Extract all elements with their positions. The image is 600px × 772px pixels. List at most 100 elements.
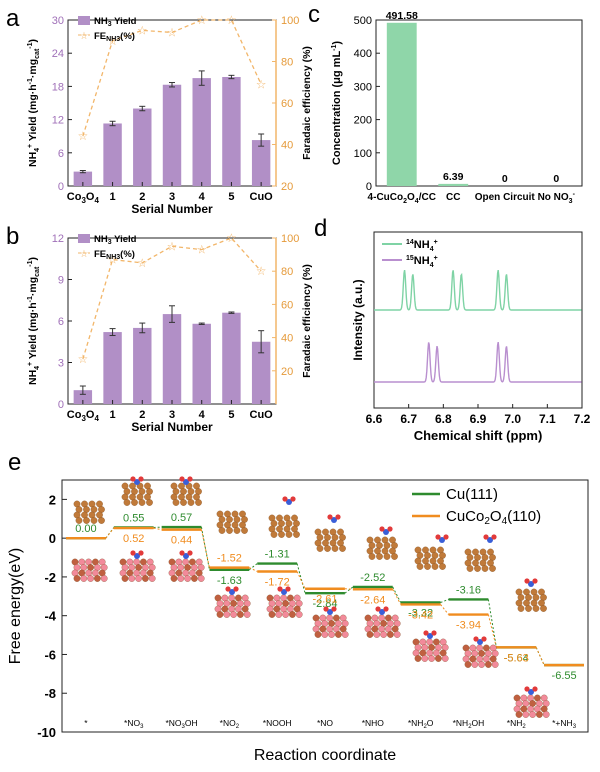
fe-point: ☆ — [256, 264, 267, 278]
o-atom — [524, 686, 530, 692]
y2-tick-label: 20 — [281, 181, 293, 193]
y2-tick-label: 60 — [281, 98, 293, 110]
atom — [485, 661, 492, 668]
atom — [241, 527, 248, 534]
panel-e: 2 0 -2 -4 -6 -8 -10 Free energy(eV) Reaction coo… — [7, 476, 589, 764]
energy-value-label: 0.44 — [171, 535, 192, 547]
atom — [218, 527, 226, 534]
energy-value-label: 0.57 — [171, 512, 192, 524]
x-tick-label: 2 — [139, 409, 145, 421]
fe-point: ☆ — [196, 243, 207, 257]
y-axis-label: Free energy(eV) — [7, 548, 24, 665]
bar — [438, 183, 469, 186]
atom — [243, 611, 251, 618]
x-tick-label: *NO2 — [220, 718, 240, 730]
atom — [73, 575, 81, 582]
bar — [73, 171, 93, 186]
fe-point: ☆ — [167, 239, 178, 253]
atom — [128, 575, 136, 582]
o-atom — [130, 550, 136, 556]
o-atom — [331, 606, 337, 612]
legend-star: ☆ — [80, 31, 89, 42]
o-atom — [187, 550, 193, 556]
fe-point: ☆ — [77, 352, 88, 366]
n-atom — [281, 589, 287, 595]
legend-swatch-bar — [78, 16, 90, 25]
bar-value-label: 491.58 — [386, 10, 418, 22]
n-atom — [134, 479, 140, 485]
y-tick-label: -2 — [44, 570, 56, 585]
o-atom — [179, 476, 185, 482]
atom — [339, 545, 346, 552]
atom — [94, 575, 101, 582]
atom — [515, 711, 523, 718]
atom — [170, 575, 178, 582]
cuco2o4-slab-illustration — [364, 614, 401, 638]
cuco2o4-slab-illustration — [266, 594, 303, 618]
energy-value-label: 0.52 — [123, 533, 144, 545]
n-atom — [229, 589, 235, 595]
atom — [289, 611, 296, 618]
x-tick-label: 4 — [199, 409, 206, 421]
n-atom — [528, 689, 534, 695]
y-tick-label: 500 — [354, 15, 372, 27]
atom — [216, 611, 224, 618]
energy-value-label: -1.31 — [265, 549, 290, 561]
panel-letter-a: a — [6, 5, 20, 32]
atom — [529, 711, 536, 718]
o-atom — [491, 534, 497, 540]
energy-value-label: -3.42 — [408, 609, 433, 621]
y-tick-label: 6 — [58, 316, 64, 328]
o-atom — [431, 630, 437, 636]
x-tick-label: 4 — [199, 191, 206, 203]
atom — [383, 553, 391, 560]
energy-value-label: -3.16 — [456, 584, 481, 596]
o-atom — [138, 550, 144, 556]
n-atom — [183, 479, 189, 485]
atom — [376, 553, 383, 560]
o-atom — [532, 578, 538, 584]
x-axis-label: Chemical shift (ppm) — [414, 428, 543, 443]
atom — [98, 517, 105, 524]
energy-value-label: -2.64 — [360, 594, 385, 606]
energy-connector — [105, 527, 115, 539]
o-atom — [327, 514, 333, 520]
x-tick-label: 4-CuCo2O4/CC — [368, 192, 436, 205]
x-tick-label: CC — [446, 192, 460, 203]
atom — [341, 631, 349, 638]
o-atom — [187, 476, 193, 482]
atom — [187, 499, 195, 506]
y-tick-label: 3 — [58, 358, 64, 370]
legend-label-bar: NH3 Yield — [94, 234, 137, 246]
nmr-spectrum-line — [374, 341, 582, 383]
atom — [314, 631, 322, 638]
atom — [387, 631, 394, 638]
panel-letter-e: e — [8, 449, 21, 476]
atom — [466, 565, 474, 572]
o-atom — [138, 476, 144, 482]
atom — [441, 655, 449, 662]
y2-tick-label: 100 — [281, 15, 299, 27]
atom — [285, 531, 293, 538]
atom — [184, 575, 191, 582]
atom — [491, 661, 499, 668]
atom — [316, 545, 324, 552]
legend-label-bar: NH3 Yield — [94, 16, 137, 28]
bar — [222, 312, 241, 404]
legend-label-line: FENH3(%) — [94, 31, 135, 43]
x-tick-label: *NHO — [362, 718, 385, 728]
atom — [197, 575, 205, 582]
legend-label-line: FENH3(%) — [94, 249, 135, 261]
atom — [373, 631, 381, 638]
atom — [474, 565, 481, 572]
n-atom — [286, 499, 292, 505]
bar — [251, 341, 271, 404]
atom — [142, 575, 149, 582]
bar — [192, 78, 211, 186]
y-tick-label: 0 — [366, 181, 372, 193]
atom — [87, 575, 94, 582]
atom — [416, 563, 424, 570]
